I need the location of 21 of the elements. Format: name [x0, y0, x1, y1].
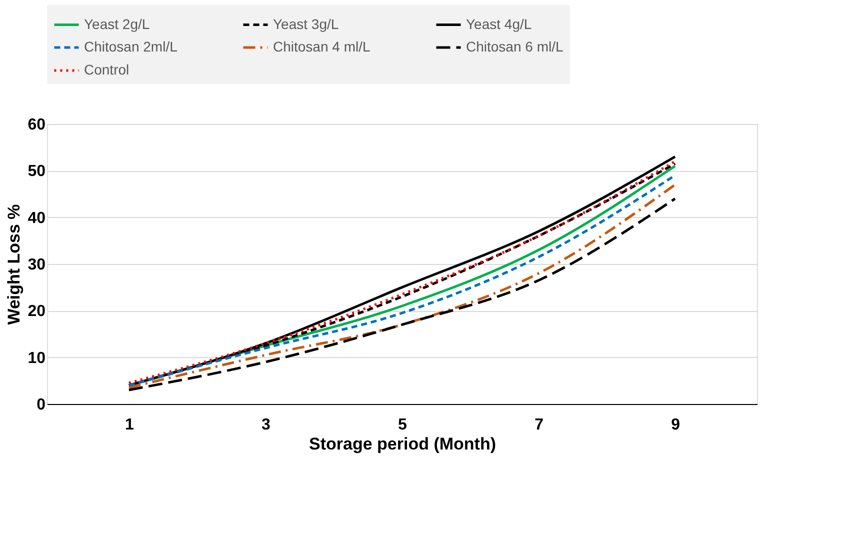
x-tick-label: 5 — [398, 416, 408, 434]
x-axis-title: Storage period (Month) — [309, 434, 496, 454]
y-tick-label: 30 — [28, 256, 46, 274]
y-tick-label: 0 — [36, 396, 46, 414]
x-tick-label: 3 — [262, 416, 271, 434]
legend-label: Yeast 2g/L — [84, 16, 150, 32]
y-tick-label: 40 — [28, 210, 46, 227]
y-axis-title: Weight Loss % — [4, 204, 24, 325]
x-tick-label: 9 — [671, 416, 680, 434]
y-tick-label: 60 — [28, 116, 46, 134]
legend-label: Control — [84, 62, 130, 78]
legend-label: Chitosan 2ml/L — [84, 38, 178, 54]
legend-label: Yeast 4g/L — [466, 16, 532, 32]
legend-label: Chitosan 6 ml/L — [466, 38, 564, 54]
x-tick-label: 1 — [124, 416, 134, 434]
legend-label: Chitosan 4 ml/L — [273, 38, 370, 54]
y-tick-label: 50 — [28, 163, 46, 180]
x-tick-label: 7 — [534, 416, 544, 434]
y-tick-label: 10 — [28, 350, 46, 367]
y-tick-label: 20 — [28, 303, 46, 320]
legend-label: Yeast 3g/L — [273, 16, 339, 32]
